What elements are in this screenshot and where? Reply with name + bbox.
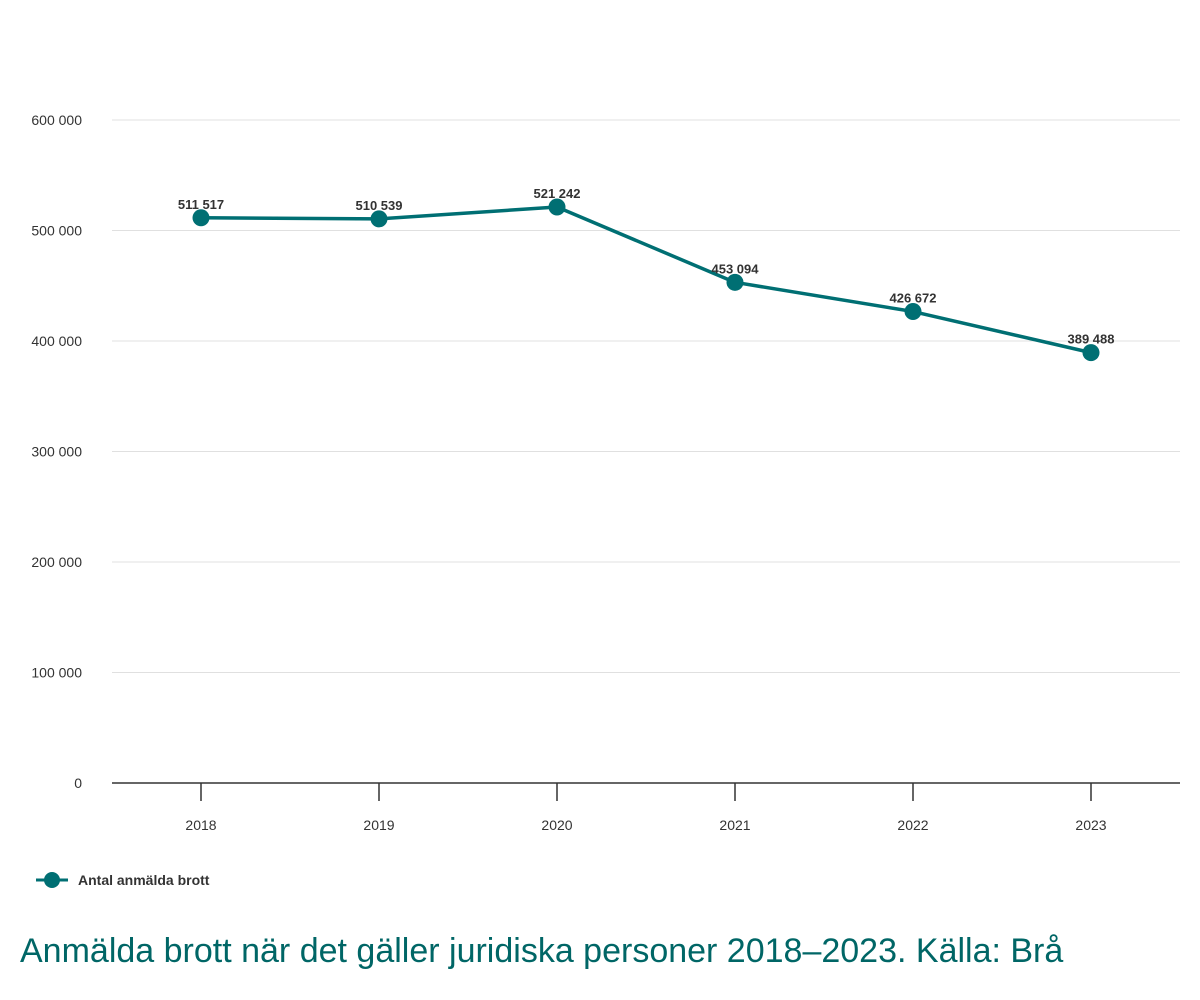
y-tick-label: 100 000 (31, 665, 82, 681)
data-label: 521 242 (534, 186, 581, 201)
chart: 0 100 000 200 000 300 000 400 000 500 000 600 … (31, 112, 1180, 888)
figure-caption: Anmälda brott när det gäller juridiska p… (20, 932, 1064, 970)
x-tick-label: 2021 (719, 817, 750, 833)
data-label: 389 488 (1068, 332, 1115, 347)
x-tick-label: 2020 (541, 817, 572, 833)
legend-label: Antal anmälda brott (78, 872, 210, 888)
data-label: 453 094 (712, 261, 760, 276)
data-label: 426 672 (890, 291, 937, 306)
data-point[interactable] (548, 198, 566, 216)
y-tick-label: 500 000 (31, 223, 82, 239)
y-tick-label: 600 000 (31, 112, 82, 128)
data-label: 510 539 (356, 198, 403, 213)
x-tick-label: 2018 (185, 817, 216, 833)
legend-marker-symbol (44, 872, 60, 888)
gridlines (112, 119, 1180, 673)
data-point[interactable] (904, 303, 922, 321)
series-line (200, 205, 1092, 355)
data-point[interactable] (726, 273, 744, 291)
y-tick-label: 400 000 (31, 333, 82, 349)
data-point[interactable] (192, 209, 210, 227)
data-point[interactable] (1082, 344, 1100, 362)
y-axis: 0 100 000 200 000 300 000 400 000 500 000 600 … (31, 112, 82, 791)
series: 511 517 510 539 521 242 453 094 426 672 389 4… (178, 186, 1115, 362)
y-tick-label: 0 (74, 775, 82, 791)
y-tick-label: 200 000 (31, 554, 82, 570)
x-tick-label: 2023 (1075, 817, 1106, 833)
x-tick-label: 2022 (897, 817, 928, 833)
y-tick-label: 300 000 (31, 444, 82, 460)
data-label: 511 517 (178, 197, 224, 212)
data-point[interactable] (370, 210, 388, 228)
legend[interactable]: Antal anmälda brott (36, 872, 210, 888)
x-tick-label: 2019 (363, 817, 394, 833)
x-axis: 2018 2019 2020 2021 2022 2023 (112, 782, 1180, 833)
